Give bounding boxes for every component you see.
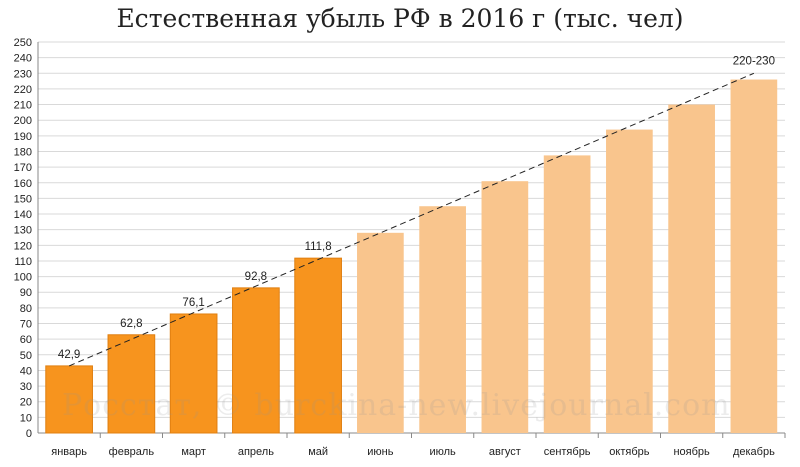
y-tick-label: 200 <box>14 115 32 127</box>
bar-апрель <box>232 287 280 434</box>
y-tick-label: 120 <box>14 240 32 252</box>
y-tick-label: 250 <box>14 37 32 49</box>
y-tick-label: 190 <box>14 131 32 143</box>
y-tick-label: 80 <box>20 303 32 315</box>
data-label: 92,8 <box>245 271 267 283</box>
x-tick-label: июнь <box>367 446 393 458</box>
y-tick-label: 40 <box>20 365 32 377</box>
x-tick-label: март <box>181 446 206 458</box>
y-tick-label: 20 <box>20 397 32 409</box>
y-tick-label: 180 <box>14 146 32 158</box>
data-label: 111,8 <box>305 241 332 253</box>
x-tick-label: май <box>308 446 328 458</box>
watermark: Росстат, © burckina-new.livejournal.com <box>62 388 731 423</box>
y-tick-label: 130 <box>14 225 32 237</box>
trend-line <box>68 72 755 367</box>
y-tick-label: 0 <box>26 428 32 440</box>
x-tick-label: апрель <box>238 446 274 458</box>
data-label: 62,8 <box>120 318 142 330</box>
x-tick-label: февраль <box>109 446 155 458</box>
bar-июль <box>419 206 466 433</box>
y-tick-label: 150 <box>14 193 32 205</box>
data-label: 42,9 <box>58 349 80 361</box>
y-tick-label: 160 <box>14 178 32 190</box>
y-tick-label: 210 <box>14 100 32 112</box>
bar-март <box>169 313 218 434</box>
x-tick-label: сентябрь <box>544 446 591 458</box>
bar-май <box>294 257 342 434</box>
y-tick-label: 230 <box>14 68 32 80</box>
y-tick-label: 140 <box>14 209 32 221</box>
y-tick-label: 30 <box>20 381 32 393</box>
data-label: 76,1 <box>182 297 204 309</box>
x-tick-label: декабрь <box>733 446 775 458</box>
x-tick-label: октябрь <box>609 446 649 458</box>
y-tick-label: 70 <box>20 319 32 331</box>
bar-ноябрь <box>668 104 715 433</box>
y-tick-label: 60 <box>20 334 32 346</box>
bar-июнь <box>357 232 404 433</box>
data-label: 220-230 <box>733 56 775 68</box>
bar-февраль <box>107 334 156 434</box>
y-tick-label: 220 <box>14 84 32 96</box>
bar-декабрь <box>730 79 778 433</box>
y-tick-label: 50 <box>20 350 32 362</box>
y-tick-label: 90 <box>20 287 32 299</box>
y-tick-label: 110 <box>14 256 32 268</box>
y-tick-label: 100 <box>14 272 32 284</box>
y-tick-label: 10 <box>20 412 32 424</box>
bar-сентябрь <box>543 155 591 433</box>
bar-август <box>481 181 529 433</box>
y-tick-label: 240 <box>14 53 32 65</box>
x-tick-label: июль <box>429 446 456 458</box>
chart-title: Естественная убыль РФ в 2016 г (тыс. чел… <box>116 4 684 33</box>
bar-октябрь <box>606 129 653 434</box>
x-tick-label: ноябрь <box>673 446 710 458</box>
x-tick-label: август <box>489 446 521 458</box>
y-tick-label: 170 <box>14 162 32 174</box>
x-tick-label: январь <box>51 446 87 458</box>
